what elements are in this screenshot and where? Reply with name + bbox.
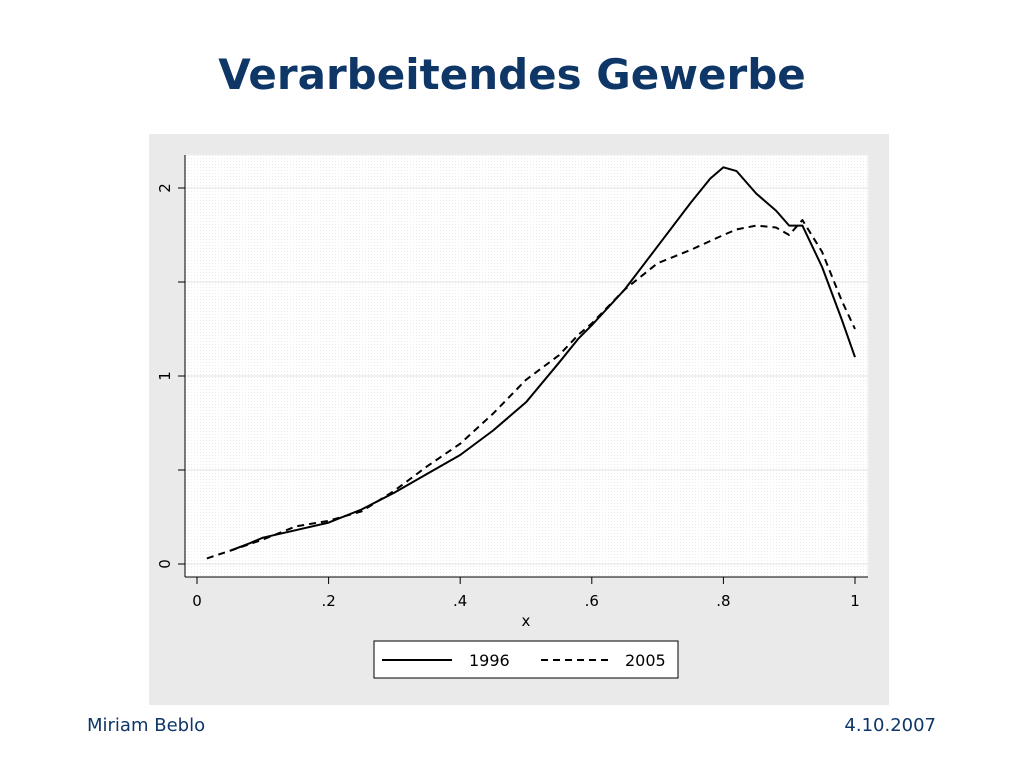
footer-author: Miriam Beblo bbox=[87, 715, 206, 736]
footer-date: 4.10.2007 bbox=[844, 715, 936, 736]
line-chart: 0 1 2 0 .2 .4 .6 .8 1 x 1996 2005 bbox=[156, 154, 869, 679]
grid-lines bbox=[185, 187, 868, 565]
x-tick-label: .6 bbox=[585, 592, 599, 610]
y-tick-label: 2 bbox=[156, 183, 174, 193]
series-line-1996 bbox=[229, 166, 856, 552]
slide-title: Verarbeitendes Gewerbe bbox=[218, 50, 806, 99]
plot-area bbox=[184, 154, 869, 578]
y-tick-label: 1 bbox=[156, 371, 174, 381]
legend-label-2005: 2005 bbox=[625, 651, 666, 670]
x-tick-label: .8 bbox=[716, 592, 730, 610]
y-tick-label: 0 bbox=[156, 559, 174, 569]
axis-ticks: 0 1 2 0 .2 .4 .6 .8 1 bbox=[156, 183, 860, 610]
chart-panel: 0 1 2 0 .2 .4 .6 .8 1 x 1996 2005 bbox=[149, 134, 889, 705]
legend-label-1996: 1996 bbox=[469, 651, 510, 670]
x-tick-label: 0 bbox=[192, 592, 202, 610]
legend: 1996 2005 bbox=[373, 640, 679, 679]
x-tick-label: .2 bbox=[321, 592, 335, 610]
series-line-2005 bbox=[206, 219, 856, 560]
x-tick-label: 1 bbox=[850, 592, 860, 610]
x-axis-title: x bbox=[522, 612, 531, 630]
series-lines bbox=[206, 166, 856, 560]
x-tick-label: .4 bbox=[453, 592, 467, 610]
